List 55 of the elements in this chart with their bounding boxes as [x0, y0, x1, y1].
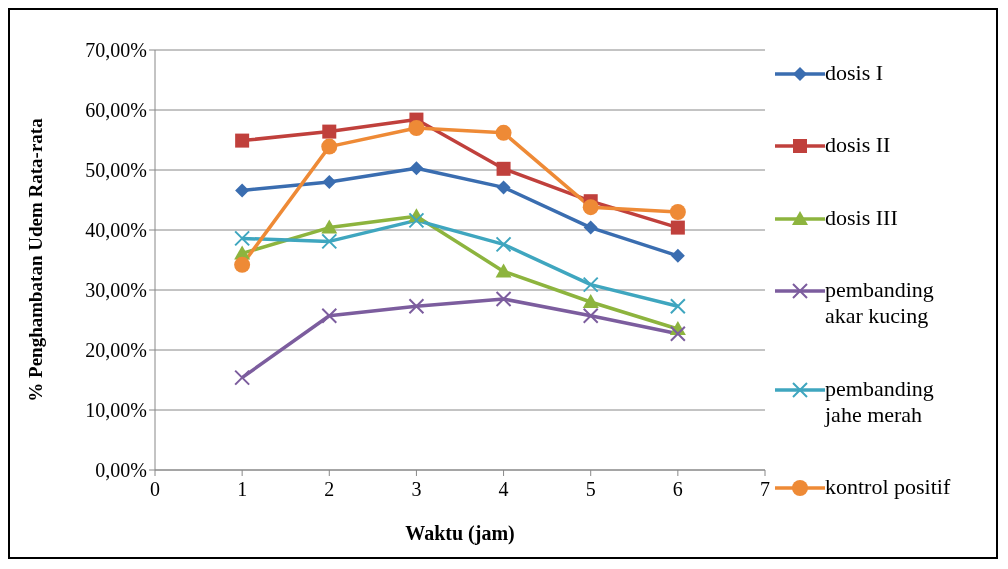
point: [234, 230, 251, 247]
point: [583, 220, 598, 235]
point: [234, 369, 251, 386]
x-axis-title: Waktu (jam): [405, 522, 515, 545]
y-tick-label: 30,00%: [85, 279, 147, 302]
y-tick-label: 10,00%: [85, 399, 147, 422]
x-tick-label: 3: [411, 478, 422, 500]
point: [495, 263, 512, 278]
x-tick-label: 5: [585, 478, 596, 500]
point: [321, 219, 338, 234]
legend-label: dosis III: [825, 204, 899, 231]
x-tick-label: 7: [760, 478, 770, 500]
y-tick-label: 0,00%: [95, 459, 147, 482]
point: [669, 204, 686, 220]
point: [496, 161, 511, 176]
point: [669, 325, 686, 342]
legend-label: dosis I: [825, 60, 885, 86]
point: [495, 291, 512, 307]
legend-label: pembanding akar kucing: [825, 277, 935, 330]
point: [669, 298, 686, 315]
point: [409, 161, 424, 176]
point: [408, 120, 425, 136]
point: [321, 138, 338, 155]
point: [582, 307, 599, 324]
point: [495, 236, 512, 253]
y-tick-label: 50,00%: [85, 159, 147, 182]
point: [235, 183, 250, 198]
point: [322, 175, 337, 189]
legend-label: pembanding jahe merah: [825, 375, 935, 428]
x-tick-label: 2: [324, 478, 335, 500]
x-tick-label: 0: [150, 478, 160, 500]
x-tick-label: 6: [672, 478, 683, 500]
x-tick-label: 4: [498, 478, 509, 500]
point: [322, 124, 337, 139]
legend-label: kontrol positif: [825, 473, 952, 500]
point: [496, 180, 511, 195]
point: [582, 276, 599, 293]
y-axis-title: % Penghambatan Udem Rata-rata: [24, 117, 46, 402]
point: [408, 212, 425, 229]
point: [670, 220, 685, 235]
point: [234, 256, 251, 273]
y-tick-label: 40,00%: [85, 219, 147, 242]
x-tick-label: 1: [237, 478, 248, 500]
point: [582, 294, 599, 308]
legend-label: dosis II: [825, 132, 892, 159]
y-tick-label: 70,00%: [85, 39, 147, 62]
y-tick-label: 20,00%: [85, 339, 147, 362]
point: [495, 124, 512, 141]
point: [321, 307, 338, 324]
point: [235, 133, 250, 148]
point: [582, 199, 599, 216]
point: [408, 298, 425, 315]
point: [670, 248, 685, 263]
y-tick-label: 60,00%: [85, 99, 147, 122]
point: [321, 233, 338, 250]
